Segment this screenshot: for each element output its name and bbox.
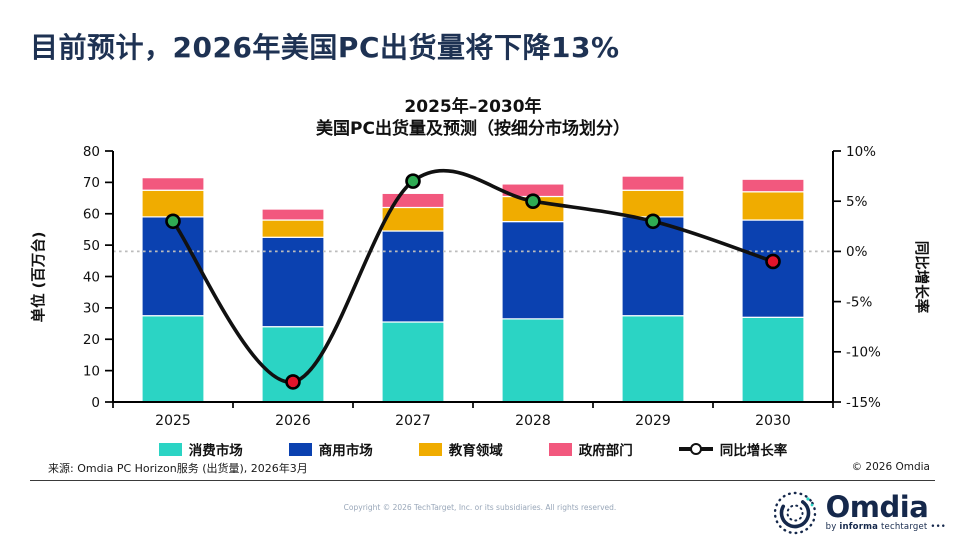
tagline-rest: techtarget — [878, 521, 928, 532]
svg-text:10: 10 — [83, 363, 100, 379]
source-note: 来源: Omdia PC Horizon服务 (出货量), 2026年3月 — [48, 462, 308, 475]
svg-text:20: 20 — [83, 332, 100, 348]
commercial-swatch-icon — [288, 442, 312, 456]
tagline-by: by — [825, 521, 840, 532]
svg-text:-10%: -10% — [846, 345, 881, 361]
legend-label: 同比增长率 — [719, 443, 788, 459]
svg-text:0%: 0% — [846, 244, 868, 260]
svg-text:40: 40 — [83, 269, 100, 285]
consumer-swatch-icon — [158, 442, 182, 456]
svg-text:2028: 2028 — [515, 413, 551, 429]
government-swatch-icon — [548, 442, 572, 456]
page-title: 目前预计，2026年美国PC出货量将下降13% — [30, 31, 620, 64]
growth-markers — [165, 173, 781, 390]
legend-item-commercial: 商用市场 — [288, 439, 373, 459]
svg-text:50: 50 — [83, 238, 100, 254]
tagline-informa: informa — [839, 521, 879, 532]
svg-text:0: 0 — [91, 395, 100, 411]
svg-text:10%: 10% — [846, 144, 876, 160]
legend-item-education: 教育领域 — [418, 439, 503, 459]
legend-item-government: 政府部门 — [548, 439, 633, 459]
footer-divider — [30, 480, 935, 481]
axes-group: 0 10 20 30 40 50 60 70 80 -15% -10% -5% 0% 5% 10% — [83, 144, 881, 411]
svg-text:2026: 2026 — [275, 413, 311, 429]
omdia-logo-text-block: Omdia by informa techtarget ••• — [825, 489, 946, 532]
chart-title: 2025年–2030年 美国PC出货量及预测（按细分市场划分） — [113, 96, 833, 140]
legend-label: 商用市场 — [318, 443, 373, 459]
legend-label: 消费市场 — [188, 443, 243, 459]
svg-text:80: 80 — [83, 144, 100, 160]
education-swatch-icon — [418, 442, 442, 456]
legend-item-growth-line: 同比增长率 — [678, 439, 788, 459]
legend-label: 教育领域 — [448, 443, 503, 459]
svg-text:2025: 2025 — [155, 413, 191, 429]
legend-label: 政府部门 — [578, 443, 633, 459]
copyright-note: © 2026 Omdia — [851, 461, 930, 473]
growth-line-icon — [678, 443, 713, 455]
svg-text:-15%: -15% — [846, 395, 881, 411]
svg-text:70: 70 — [83, 175, 100, 191]
chart-title-line1: 2025年–2030年 — [404, 97, 542, 117]
svg-text:60: 60 — [83, 207, 100, 223]
svg-text:2027: 2027 — [395, 413, 431, 429]
omdia-logo: Omdia by informa techtarget ••• — [771, 487, 946, 537]
svg-text:30: 30 — [83, 301, 100, 317]
svg-text:-5%: -5% — [846, 294, 872, 310]
omdia-logo-icon — [773, 491, 816, 535]
svg-text:2029: 2029 — [635, 413, 671, 429]
chart-title-line2: 美国PC出货量及预测（按细分市场划分） — [316, 119, 630, 139]
footer-copyright: Copyright © 2026 TechTarget, Inc. or its… — [343, 503, 617, 512]
omdia-logo-tagline: by informa techtarget ••• — [826, 522, 946, 532]
svg-text:5%: 5% — [846, 194, 868, 210]
bars-group — [141, 175, 805, 403]
x-axis-labels: 2025 2026 2027 2028 2029 2030 — [155, 413, 791, 429]
tagline-dots: ••• — [927, 521, 946, 532]
chart-legend: 消费市场 商用市场 教育领域 政府部门 同比增长率 — [113, 438, 833, 460]
svg-text:2030: 2030 — [755, 413, 791, 429]
legend-item-consumer: 消费市场 — [158, 439, 243, 459]
omdia-logo-text: Omdia — [825, 489, 929, 524]
growth-line-marker-icon — [689, 443, 702, 455]
